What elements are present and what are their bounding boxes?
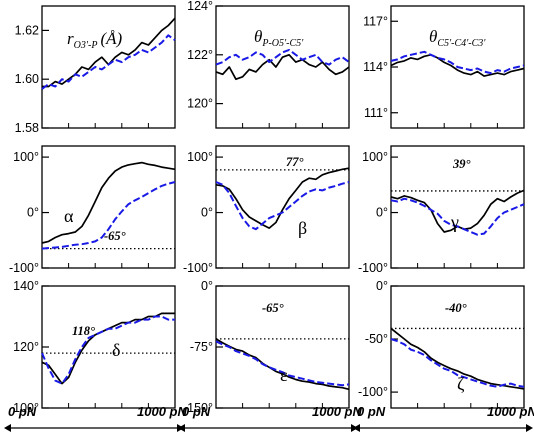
y-tick-label: 124° (187, 0, 213, 13)
panel-frame (41, 285, 176, 409)
y-tick-label: 0° (201, 279, 213, 293)
series-line-solid (390, 53, 525, 77)
panel-0: 1.58 1.60 1.62 rO3'-P (Å) (15, 5, 176, 135)
panel-7: -150° -75° 0° ε -65° (183, 279, 350, 415)
bottom-axis-group: 0 pN 1000 pN 0 pN 1000 pN 0 pN 1000 pN (4, 404, 534, 432)
y-tick-label: 1.60 (15, 72, 39, 86)
series-line-dashed (390, 50, 525, 75)
series-line-dashed (41, 181, 176, 250)
x-label-start-2: 0 pN (357, 404, 386, 419)
reference-annotation: 77° (286, 155, 304, 169)
y-tick-label: 100° (13, 401, 39, 415)
y-tick-label: 0° (376, 279, 388, 293)
panel-8: -100° -50° 0° ζ -40° (358, 279, 525, 409)
panel-label: rO3'-P (Å) (67, 29, 122, 51)
y-tick-label: 140° (13, 279, 39, 293)
series-line-dashed (390, 338, 525, 388)
series-line-solid (215, 167, 350, 229)
reference-annotation: -65° (104, 229, 126, 243)
y-tick-label: 100° (187, 150, 213, 164)
y-tick-label: 122° (187, 48, 213, 62)
y-tick-label: -100° (358, 385, 388, 399)
x-label-start-1: 0 pN (182, 404, 211, 419)
x-label-start-0: 0 pN (8, 404, 37, 419)
y-tick-label: 100° (362, 150, 388, 164)
reference-annotation: -65° (262, 301, 284, 315)
panel-frame (41, 5, 176, 129)
reference-annotation: 39° (452, 157, 471, 171)
series-line-solid (41, 161, 176, 244)
panel-frame (390, 285, 525, 409)
panel-label: θC5'-C4'-C3' (429, 27, 486, 49)
y-tick-label: 120° (187, 97, 213, 111)
y-tick-label: -100° (358, 261, 388, 275)
y-tick-label: -150° (183, 401, 213, 415)
series-line-dashed (215, 48, 350, 66)
y-tick-label: -100° (183, 261, 213, 275)
series-line-dashed (41, 315, 175, 385)
panel-frame (215, 145, 350, 269)
x-label-end-1: 1000 pN (312, 404, 362, 419)
panel-label: θP-O5'-C5' (254, 27, 304, 49)
y-tick-label: -50° (365, 332, 388, 346)
greek-label: ζ (457, 374, 465, 394)
y-tick-label: 120° (13, 340, 39, 354)
y-tick-label: 117° (363, 14, 388, 28)
reference-annotation: 118° (72, 324, 95, 338)
y-tick-label: 111° (364, 106, 388, 120)
series-line-dashed (215, 181, 350, 231)
greek-label: ε (280, 365, 288, 385)
panel-3: -100° 0° 100° α -65° (9, 145, 176, 275)
panels-group: 1.58 1.60 1.62 rO3'-P (Å) 120° 122° 124° θP-O5'-… (9, 0, 525, 415)
panel-2: 111° 114° 117° θC5'-C4'-C3' (363, 5, 525, 129)
panel-5: -100° 0° 100° γ 39° (358, 145, 525, 275)
y-tick-label: 114° (363, 60, 388, 74)
panel-frame (390, 145, 525, 269)
y-tick-label: 1.62 (15, 23, 39, 37)
y-tick-label: 0° (201, 206, 213, 220)
arrow-head-left (353, 424, 360, 432)
panel-1: 120° 122° 124° θP-O5'-C5' (187, 0, 350, 129)
arrow-head-left (178, 424, 185, 432)
panel-frame (41, 145, 176, 269)
greek-label: α (64, 206, 74, 226)
panel-4: -100° 0° 100° β 77° (183, 145, 350, 275)
y-tick-label: 0° (27, 206, 39, 220)
x-label-end-0: 1000 pN (137, 404, 187, 419)
y-tick-label: -100° (9, 261, 39, 275)
series-line-dashed (41, 34, 176, 90)
panel-6: 100° 120° 140° δ 118° (13, 279, 176, 415)
greek-label: γ (450, 212, 459, 232)
y-tick-label: 0° (376, 206, 388, 220)
x-label-end-2: 1000 pN (487, 404, 534, 419)
series-line-solid (41, 312, 175, 385)
series-line-dashed (215, 340, 350, 387)
y-tick-label: -75° (190, 340, 213, 354)
reference-annotation: -40° (445, 301, 467, 315)
greek-label: β (298, 218, 307, 238)
greek-label: δ (112, 340, 120, 360)
series-line-solid (215, 338, 350, 391)
y-tick-label: 1.58 (15, 121, 39, 135)
arrow-head-left (4, 424, 11, 432)
arrow-head-right (526, 424, 533, 432)
series-line-dashed (390, 197, 525, 236)
series-line-solid (215, 53, 350, 81)
y-tick-label: 100° (13, 150, 39, 164)
panel-frame (215, 5, 350, 129)
